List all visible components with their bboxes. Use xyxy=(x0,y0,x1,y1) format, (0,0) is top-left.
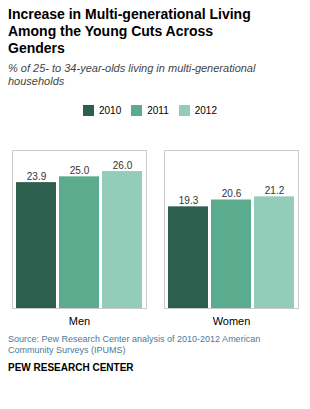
svg-text:Women: Women xyxy=(213,315,251,327)
svg-text:21.2: 21.2 xyxy=(265,185,285,196)
html-text:Source: Pew Research Center an: Source: Pew Research Center analysis of … xyxy=(8,334,261,355)
html-text:% of 25- to 34-year-olds livin: % of 25- to 34-year-olds living in multi… xyxy=(8,62,256,87)
html-text:PEW RESEARCH CENTER: PEW RESEARCH CENTER xyxy=(8,362,134,373)
html-text:2010: 2010 xyxy=(99,105,122,116)
svg-text:20.6: 20.6 xyxy=(222,188,242,199)
html-text:2012: 2012 xyxy=(194,105,217,116)
svg-text:26.0: 26.0 xyxy=(113,160,133,171)
svg-text:25.0: 25.0 xyxy=(70,165,90,176)
html-text:2011: 2011 xyxy=(147,105,169,116)
svg-text:19.3: 19.3 xyxy=(179,195,199,206)
svg-text:Men: Men xyxy=(69,315,90,327)
svg-text:23.9: 23.9 xyxy=(27,171,47,182)
html-text:Increase in Multi-generational: Increase in Multi-generational Living Am… xyxy=(8,6,251,56)
